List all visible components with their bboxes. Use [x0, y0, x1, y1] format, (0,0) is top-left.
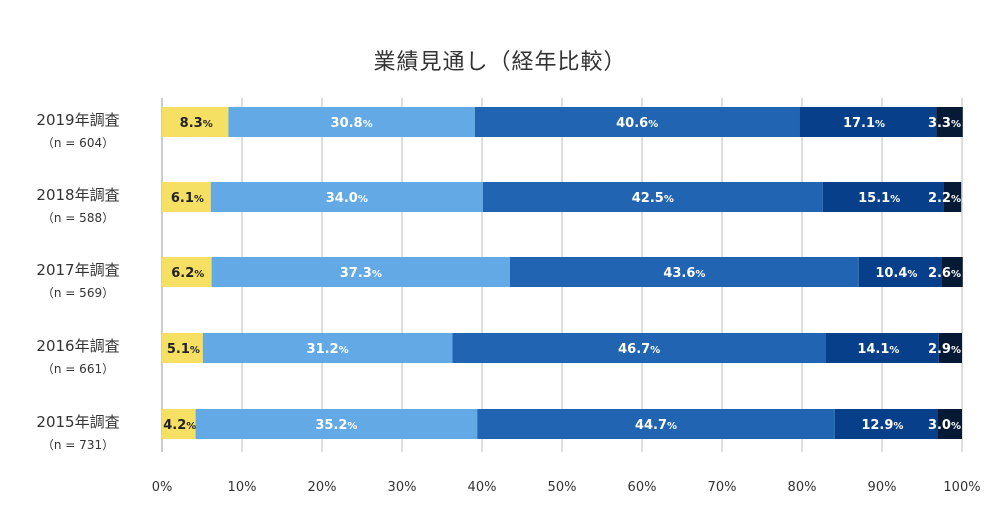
x-tick-label: 80% [788, 480, 817, 495]
row-sample-size: （n = 604） [42, 136, 114, 150]
data-label: 2.6% [928, 266, 961, 281]
x-tick-label: 40% [468, 480, 497, 495]
bar-segment [943, 182, 962, 212]
x-tick-label: 10% [228, 480, 257, 495]
data-label: 15.1% [858, 191, 900, 206]
row-label: 2018年調査 [36, 186, 119, 204]
data-label: 3.0% [928, 418, 961, 433]
data-label: 10.4% [875, 266, 917, 281]
bar-segment [799, 107, 937, 137]
data-label: 8.3% [180, 116, 213, 131]
data-label: 43.6% [663, 266, 705, 281]
x-tick-label: 90% [868, 480, 897, 495]
x-tick-label: 70% [708, 480, 737, 495]
data-label: 44.7% [635, 418, 677, 433]
data-label: 6.2% [171, 266, 204, 281]
x-tick-label: 50% [548, 480, 577, 495]
data-label: 12.9% [861, 418, 903, 433]
bar-segment [936, 107, 963, 137]
bar-segment [211, 257, 510, 287]
bar-segment [162, 182, 211, 212]
data-label: 3.3% [928, 116, 961, 131]
bar-segment [452, 333, 826, 363]
bar-segment [938, 333, 962, 363]
x-tick-label: 30% [388, 480, 417, 495]
x-tick-label: 0% [152, 480, 173, 495]
bar-segment [834, 409, 938, 439]
chart-title: 業績見通し（経年比較） [373, 50, 627, 75]
bar-segment [195, 409, 478, 439]
data-label: 37.3% [340, 266, 382, 281]
data-label: 46.7% [618, 342, 660, 357]
bar-segment [826, 333, 939, 363]
row-label: 2019年調査 [36, 111, 119, 129]
bar-segment [477, 409, 835, 439]
bar-segment [202, 333, 453, 363]
data-label: 2.9% [928, 342, 961, 357]
x-tick-label: 100% [943, 480, 980, 495]
bar-segment [474, 107, 800, 137]
bar-segment [162, 333, 203, 363]
bar-segment [510, 257, 859, 287]
data-label: 5.1% [167, 342, 200, 357]
row-sample-size: （n = 588） [42, 211, 114, 225]
bar-segment [162, 257, 212, 287]
bar-segment [938, 409, 962, 439]
bar-segment [858, 257, 942, 287]
x-tick-label: 20% [308, 480, 337, 495]
data-label: 17.1% [843, 116, 885, 131]
row-label: 2015年調査 [36, 413, 119, 431]
bar-segment [482, 182, 823, 212]
row-label: 2016年調査 [36, 337, 119, 355]
bar-segment [942, 257, 963, 287]
bar-segment [228, 107, 475, 137]
row-label: 2017年調査 [36, 261, 119, 279]
data-label: 35.2% [315, 418, 357, 433]
data-label: 6.1% [171, 191, 204, 206]
data-label: 2.2% [928, 191, 961, 206]
row-sample-size: （n = 661） [42, 362, 114, 376]
bar-segment [162, 409, 196, 439]
data-label: 14.1% [857, 342, 899, 357]
data-label: 4.2% [163, 418, 196, 433]
data-label: 40.6% [616, 116, 658, 131]
bar-segment [822, 182, 944, 212]
x-tick-label: 60% [628, 480, 657, 495]
row-sample-size: （n = 569） [42, 286, 114, 300]
data-label: 31.2% [307, 342, 349, 357]
data-label: 42.5% [632, 191, 674, 206]
bar-segment [162, 107, 229, 137]
bar-segment [210, 182, 483, 212]
row-sample-size: （n = 731） [42, 438, 114, 452]
data-label: 30.8% [331, 116, 373, 131]
data-label: 34.0% [326, 191, 368, 206]
